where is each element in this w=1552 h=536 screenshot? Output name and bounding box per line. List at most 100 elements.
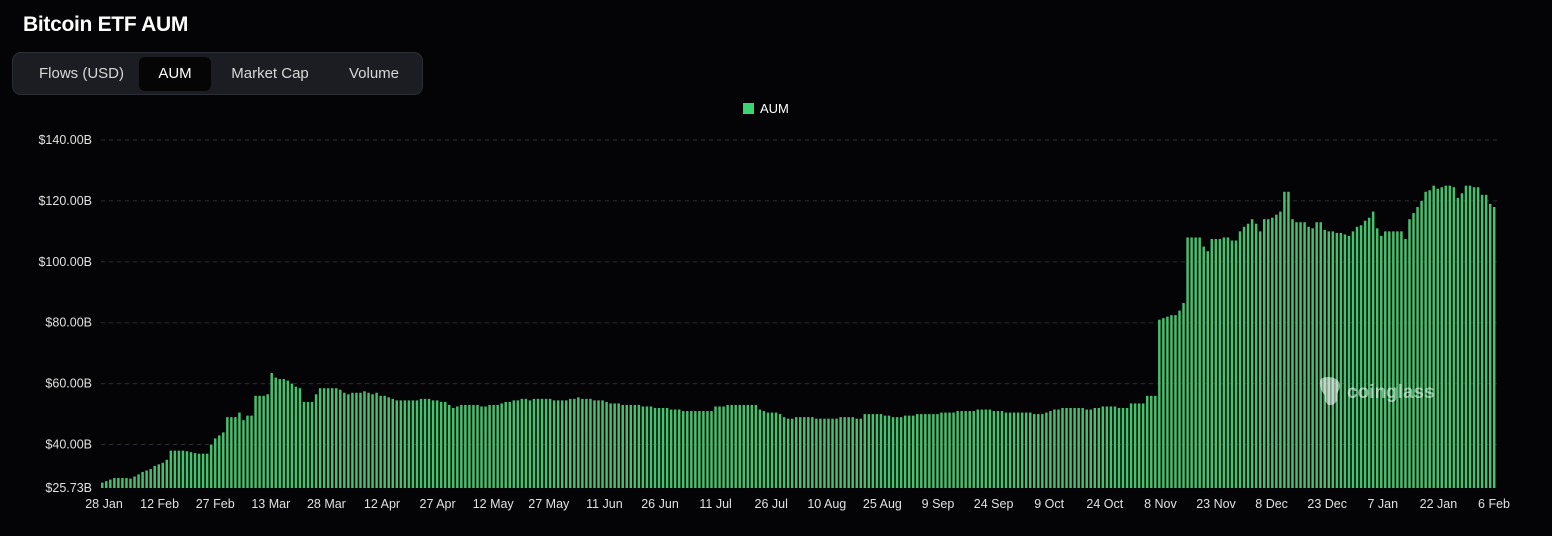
aum-bar[interactable] (952, 412, 955, 488)
aum-bar[interactable] (1117, 408, 1121, 488)
aum-bar[interactable] (1331, 231, 1335, 489)
aum-bar[interactable] (1400, 231, 1403, 489)
aum-bar[interactable] (936, 414, 939, 488)
legend[interactable]: AUM (743, 101, 789, 116)
aum-bar[interactable] (786, 418, 790, 488)
aum-bar[interactable] (778, 414, 782, 488)
aum-bar[interactable] (1230, 240, 1234, 489)
aum-bar[interactable] (153, 465, 156, 488)
aum-bar[interactable] (456, 406, 459, 488)
aum-bar[interactable] (464, 404, 467, 488)
aum-bar[interactable] (1319, 222, 1322, 489)
aum-bar[interactable] (1222, 237, 1226, 488)
aum-bar[interactable] (1065, 408, 1068, 488)
aum-bar[interactable] (339, 389, 342, 488)
aum-bar[interactable] (681, 411, 685, 488)
aum-bar[interactable] (387, 397, 390, 488)
aum-bar[interactable] (161, 462, 165, 488)
aum-bar[interactable] (302, 401, 306, 488)
aum-bar[interactable] (298, 388, 302, 488)
aum-bar[interactable] (1283, 191, 1286, 488)
aum-bar[interactable] (169, 450, 173, 488)
aum-bar[interactable] (351, 392, 354, 488)
aum-bar[interactable] (1182, 302, 1185, 488)
aum-bar[interactable] (1420, 200, 1423, 488)
aum-bar[interactable] (1367, 217, 1371, 488)
aum-bar[interactable] (343, 392, 346, 488)
aum-bar[interactable] (661, 408, 665, 488)
aum-bar[interactable] (113, 478, 116, 488)
aum-bar[interactable] (871, 414, 875, 488)
aum-bar[interactable] (1392, 231, 1395, 489)
aum-bar[interactable] (573, 398, 576, 488)
aum-bar[interactable] (560, 400, 564, 488)
aum-bar[interactable] (984, 409, 988, 488)
aum-bar[interactable] (593, 400, 596, 488)
aum-bar[interactable] (665, 408, 669, 488)
aum-bar[interactable] (1335, 232, 1339, 488)
aum-bar[interactable] (774, 412, 778, 488)
aum-bar[interactable] (1448, 185, 1452, 488)
tab-volume[interactable]: Volume (348, 65, 400, 82)
aum-bar[interactable] (177, 450, 181, 488)
aum-bar[interactable] (125, 478, 128, 488)
aum-bar[interactable] (447, 404, 451, 488)
aum-bar[interactable] (770, 412, 774, 488)
aum-bar[interactable] (1081, 408, 1084, 488)
aum-bar[interactable] (246, 415, 249, 488)
aum-bar[interactable] (1186, 237, 1189, 488)
aum-bar[interactable] (1323, 229, 1327, 488)
aum-bar[interactable] (1194, 237, 1197, 488)
aum-bar[interactable] (290, 383, 294, 488)
aum-bar[interactable] (1484, 194, 1488, 488)
aum-bar[interactable] (326, 388, 330, 488)
aum-bar[interactable] (839, 417, 842, 488)
aum-bar[interactable] (613, 403, 616, 488)
aum-bar[interactable] (218, 435, 221, 488)
aum-bar[interactable] (266, 394, 269, 488)
aum-bar[interactable] (1109, 406, 1113, 488)
aum-bar[interactable] (1238, 231, 1242, 489)
aum-bar[interactable] (867, 414, 871, 488)
aum-bar[interactable] (1024, 412, 1028, 488)
aum-bar[interactable] (488, 404, 491, 488)
aum-bar[interactable] (686, 411, 689, 488)
aum-bar[interactable] (1488, 203, 1492, 488)
aum-bar[interactable] (121, 478, 124, 488)
aum-bar[interactable] (109, 479, 112, 488)
aum-bar[interactable] (1271, 217, 1274, 488)
aum-bar[interactable] (1299, 222, 1302, 489)
aum-bar[interactable] (1053, 409, 1056, 488)
aum-bar[interactable] (920, 414, 923, 488)
aum-bar[interactable] (286, 380, 290, 488)
aum-bar[interactable] (585, 398, 588, 488)
aum-bar[interactable] (738, 404, 741, 488)
aum-bar[interactable] (911, 415, 915, 488)
aum-bar[interactable] (1226, 237, 1230, 488)
aum-bar[interactable] (197, 453, 201, 488)
aum-bar[interactable] (262, 395, 265, 488)
aum-bar[interactable] (508, 401, 512, 488)
tab-flows-usd[interactable]: Flows (USD) (39, 65, 124, 82)
aum-bar[interactable] (1069, 408, 1072, 488)
aum-bar[interactable] (1432, 185, 1435, 488)
aum-bar[interactable] (431, 400, 435, 488)
aum-bar[interactable] (754, 404, 758, 488)
aum-bar[interactable] (1037, 414, 1040, 488)
aum-bar[interactable] (403, 400, 407, 488)
aum-bar[interactable] (1480, 194, 1484, 488)
aum-bar[interactable] (956, 411, 959, 488)
aum-bar[interactable] (766, 412, 770, 488)
aum-bar[interactable] (835, 418, 838, 488)
aum-bar[interactable] (1339, 232, 1343, 488)
aum-bar[interactable] (399, 400, 403, 488)
aum-bar[interactable] (1492, 207, 1496, 488)
aum-bar[interactable] (657, 408, 661, 488)
aum-bar[interactable] (500, 403, 503, 488)
aum-bar[interactable] (988, 409, 992, 488)
aum-bar[interactable] (145, 470, 148, 488)
aum-bar[interactable] (883, 415, 887, 488)
aum-bar[interactable] (294, 386, 298, 488)
aum-bar[interactable] (1355, 226, 1359, 489)
aum-bar[interactable] (548, 398, 552, 488)
